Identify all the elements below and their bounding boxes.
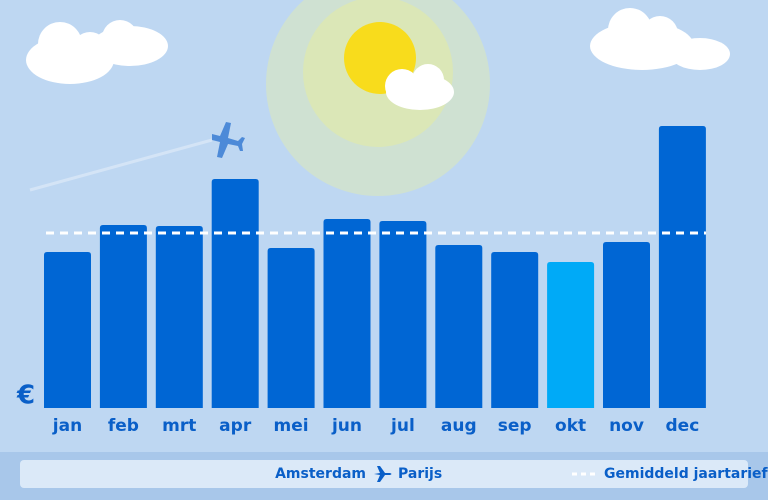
bar: [603, 242, 650, 408]
x-tick-label: feb: [108, 416, 139, 436]
route-plane-icon: [374, 466, 392, 482]
bars: jan feb mrt apr mei jun jul aug sep okt nov dec: [44, 126, 706, 436]
x-tick-label: mrt: [162, 416, 196, 436]
bar: [323, 219, 371, 408]
x-tick-label: okt: [555, 416, 586, 436]
x-tick-label: sep: [498, 416, 532, 436]
bar: [379, 221, 427, 408]
route-from: Amsterdam: [275, 466, 366, 482]
legend-average-label: Gemiddeld jaartarief: [604, 466, 768, 482]
x-tick-label: mei: [274, 416, 309, 436]
cloud: [385, 64, 454, 110]
bar: [267, 248, 315, 408]
cloud: [26, 20, 168, 84]
x-tick-label: nov: [609, 416, 644, 436]
bar: [99, 225, 147, 408]
x-tick-label: jan: [52, 416, 82, 436]
x-tick-label: aug: [441, 416, 477, 436]
x-tick-label: jul: [390, 416, 415, 436]
x-tick-label: dec: [666, 416, 700, 436]
x-tick-label: jun: [331, 416, 362, 436]
bar: [211, 179, 259, 408]
bar: [44, 252, 91, 408]
bar: [155, 226, 203, 408]
bar: [435, 245, 483, 408]
x-tick-label: apr: [219, 416, 252, 436]
currency-symbol: €: [16, 381, 35, 411]
bar: [547, 262, 595, 408]
bar: [658, 126, 706, 408]
route-to: Parijs: [398, 466, 442, 482]
plane-icon: [212, 122, 245, 158]
plane-trail: [29, 138, 213, 192]
bar: [491, 252, 539, 408]
cloud: [590, 8, 730, 70]
